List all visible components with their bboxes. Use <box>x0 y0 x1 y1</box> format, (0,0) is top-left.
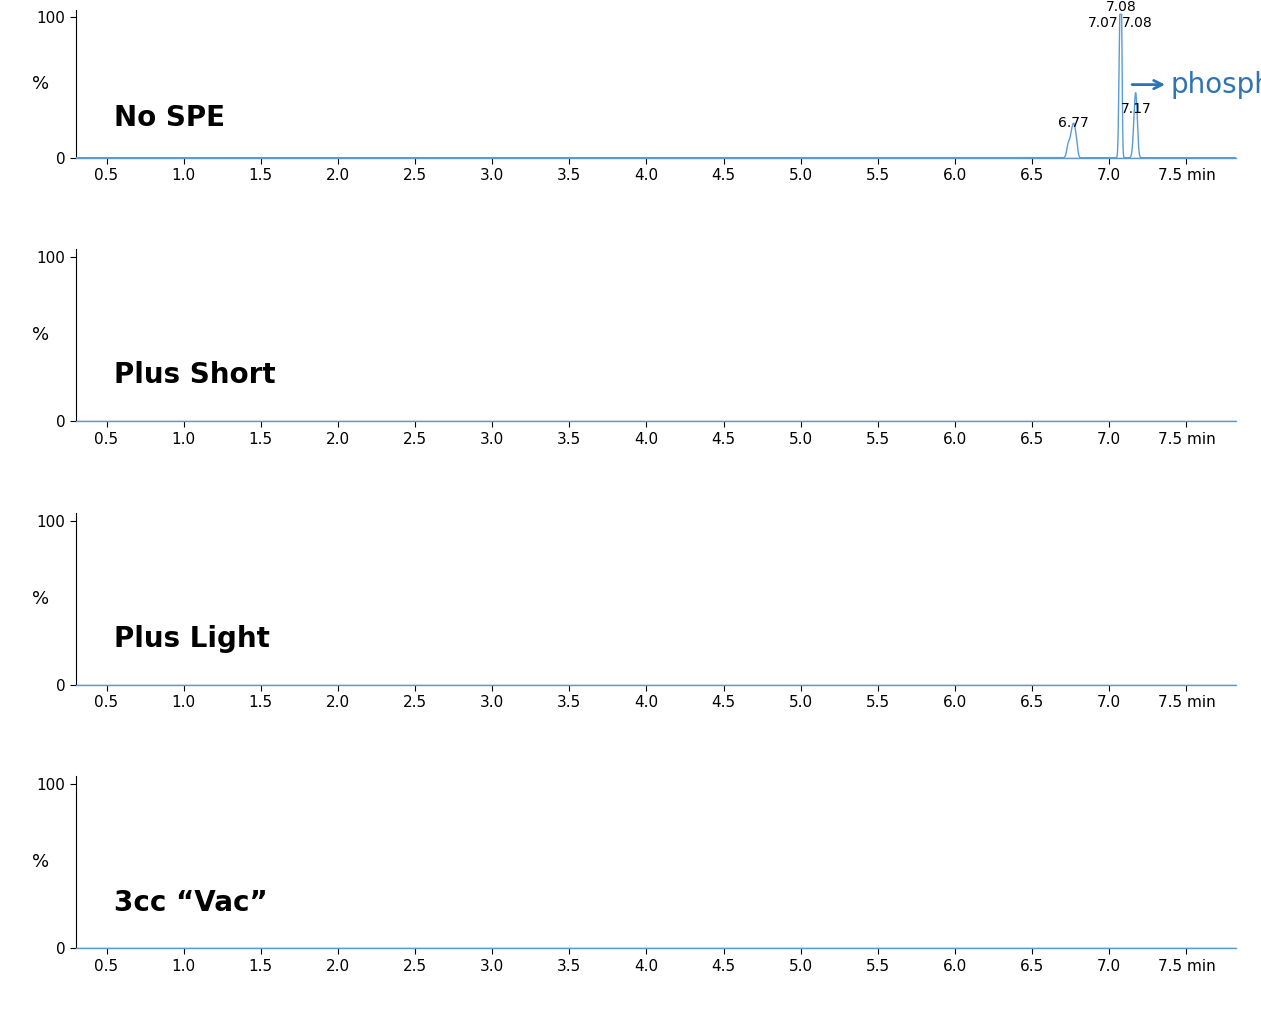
Text: Plus Short: Plus Short <box>115 361 276 389</box>
Text: No SPE: No SPE <box>115 104 226 132</box>
Text: 7.08: 7.08 <box>1122 16 1153 30</box>
Text: 7.08: 7.08 <box>1106 0 1136 14</box>
Text: 7.07: 7.07 <box>1088 16 1119 30</box>
Text: 7.17: 7.17 <box>1121 102 1151 116</box>
Text: Plus Light: Plus Light <box>115 625 270 653</box>
Text: 6.77: 6.77 <box>1058 116 1090 129</box>
Y-axis label: %: % <box>33 75 49 93</box>
Text: 3cc “Vac”: 3cc “Vac” <box>115 889 269 916</box>
Y-axis label: %: % <box>33 590 49 607</box>
Y-axis label: %: % <box>33 326 49 344</box>
Text: phospholipids: phospholipids <box>1171 71 1261 99</box>
Y-axis label: %: % <box>33 854 49 872</box>
